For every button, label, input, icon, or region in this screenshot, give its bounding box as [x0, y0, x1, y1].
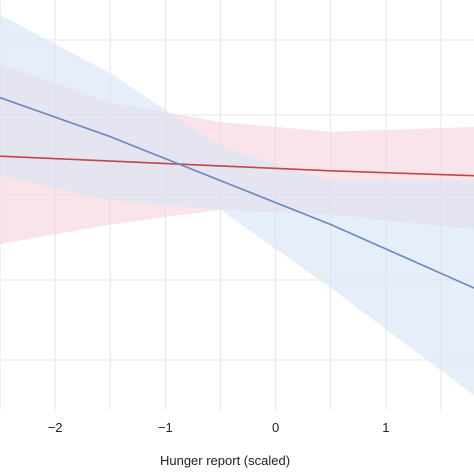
x-tick-labels: −2 −1 0 1 [48, 420, 390, 435]
series-line-1 [0, 96, 474, 289]
confidence-band-1 [0, 14, 474, 396]
x-tick-label-1: −1 [158, 420, 173, 435]
x-tick-label-2: 0 [272, 420, 279, 435]
series-lines [0, 96, 474, 289]
x-tick-label-0: −2 [48, 420, 63, 435]
confidence-bands [0, 14, 474, 396]
x-tick-label-3: 1 [382, 420, 389, 435]
x-axis-title: Hunger report (scaled) [160, 453, 290, 468]
series-line-0 [0, 155, 474, 177]
